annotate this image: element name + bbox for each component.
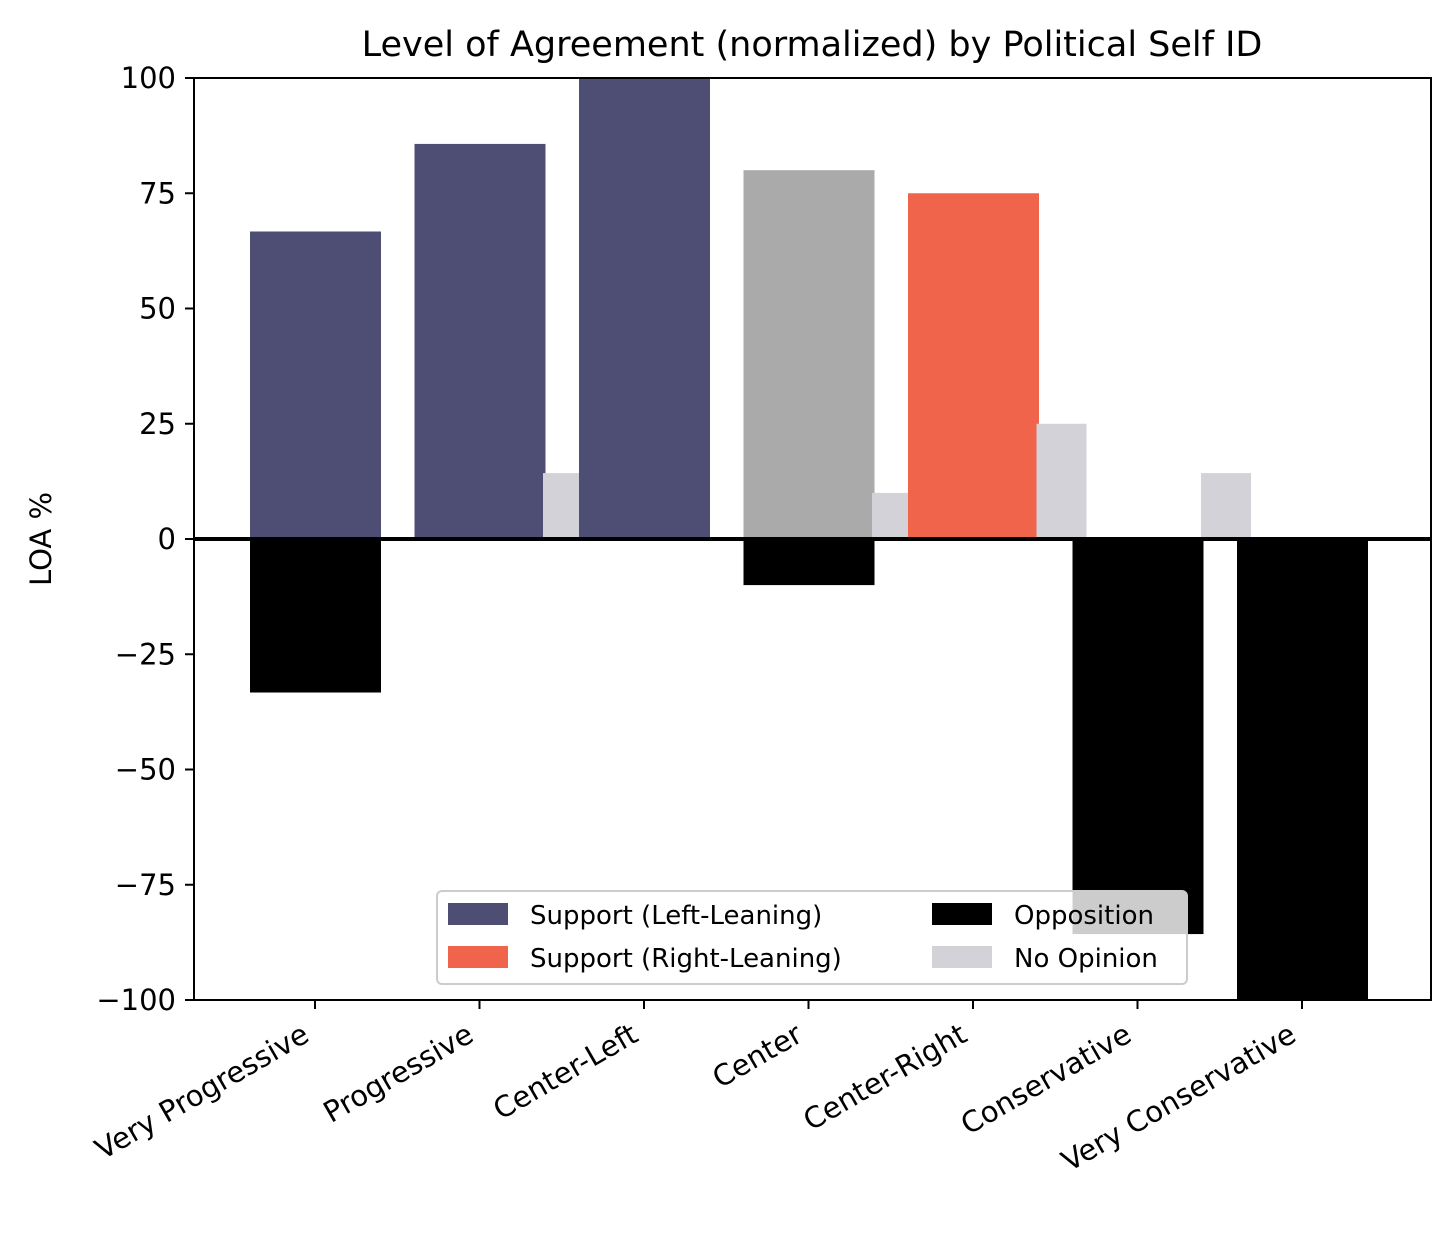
legend-swatch <box>448 903 508 925</box>
x-axis: Very Progressive Progressive Center-Left Ce… <box>89 1000 1303 1178</box>
no-opinion-bar <box>1201 473 1251 539</box>
x-tick-label: Center-Right <box>797 1017 972 1138</box>
opposition-bar <box>1072 539 1204 935</box>
support-bar <box>908 193 1039 539</box>
legend-swatch <box>932 903 992 925</box>
y-axis: 100 75 50 25 0 −25 −50 −75 −100 <box>96 61 194 1017</box>
support-bar <box>743 170 875 539</box>
y-tick-label: −100 <box>96 983 176 1017</box>
legend: Support (Left-Leaning) Support (Right-Lea… <box>436 890 1188 985</box>
x-tick-label: Center-Left <box>487 1017 643 1127</box>
y-tick-label: −75 <box>115 868 176 902</box>
x-tick-label: Progressive <box>318 1017 479 1130</box>
legend-label: No Opinion <box>1014 944 1158 974</box>
opposition-bar <box>250 539 381 693</box>
y-tick-label: −25 <box>115 637 176 671</box>
support-bar <box>250 231 381 539</box>
y-tick-label: −50 <box>115 753 176 787</box>
y-tick-label: 100 <box>121 61 176 95</box>
support-bar <box>414 143 546 539</box>
opposition-bar <box>1237 539 1368 1000</box>
opposition-bar <box>743 539 875 586</box>
legend-swatch <box>448 946 508 968</box>
legend-label: Support (Left-Leaning) <box>530 901 822 931</box>
chart-title: Level of Agreement (normalized) by Polit… <box>362 25 1263 65</box>
y-tick-label: 25 <box>139 407 176 441</box>
support-bar <box>579 78 710 539</box>
x-tick-label: Center <box>706 1017 808 1095</box>
y-axis-label: LOA % <box>24 492 58 586</box>
no-opinion-bar <box>1036 423 1087 539</box>
legend-swatch <box>932 946 992 968</box>
legend-label: Support (Right-Leaning) <box>530 944 842 974</box>
y-tick-label: 75 <box>139 176 176 210</box>
x-tick-label: Very Progressive <box>89 1017 314 1167</box>
y-tick-label: 50 <box>139 292 176 326</box>
legend-box <box>436 890 1188 985</box>
plot-area <box>194 78 1431 1000</box>
legend-label: Opposition <box>1014 901 1154 931</box>
y-tick-label: 0 <box>158 522 176 556</box>
